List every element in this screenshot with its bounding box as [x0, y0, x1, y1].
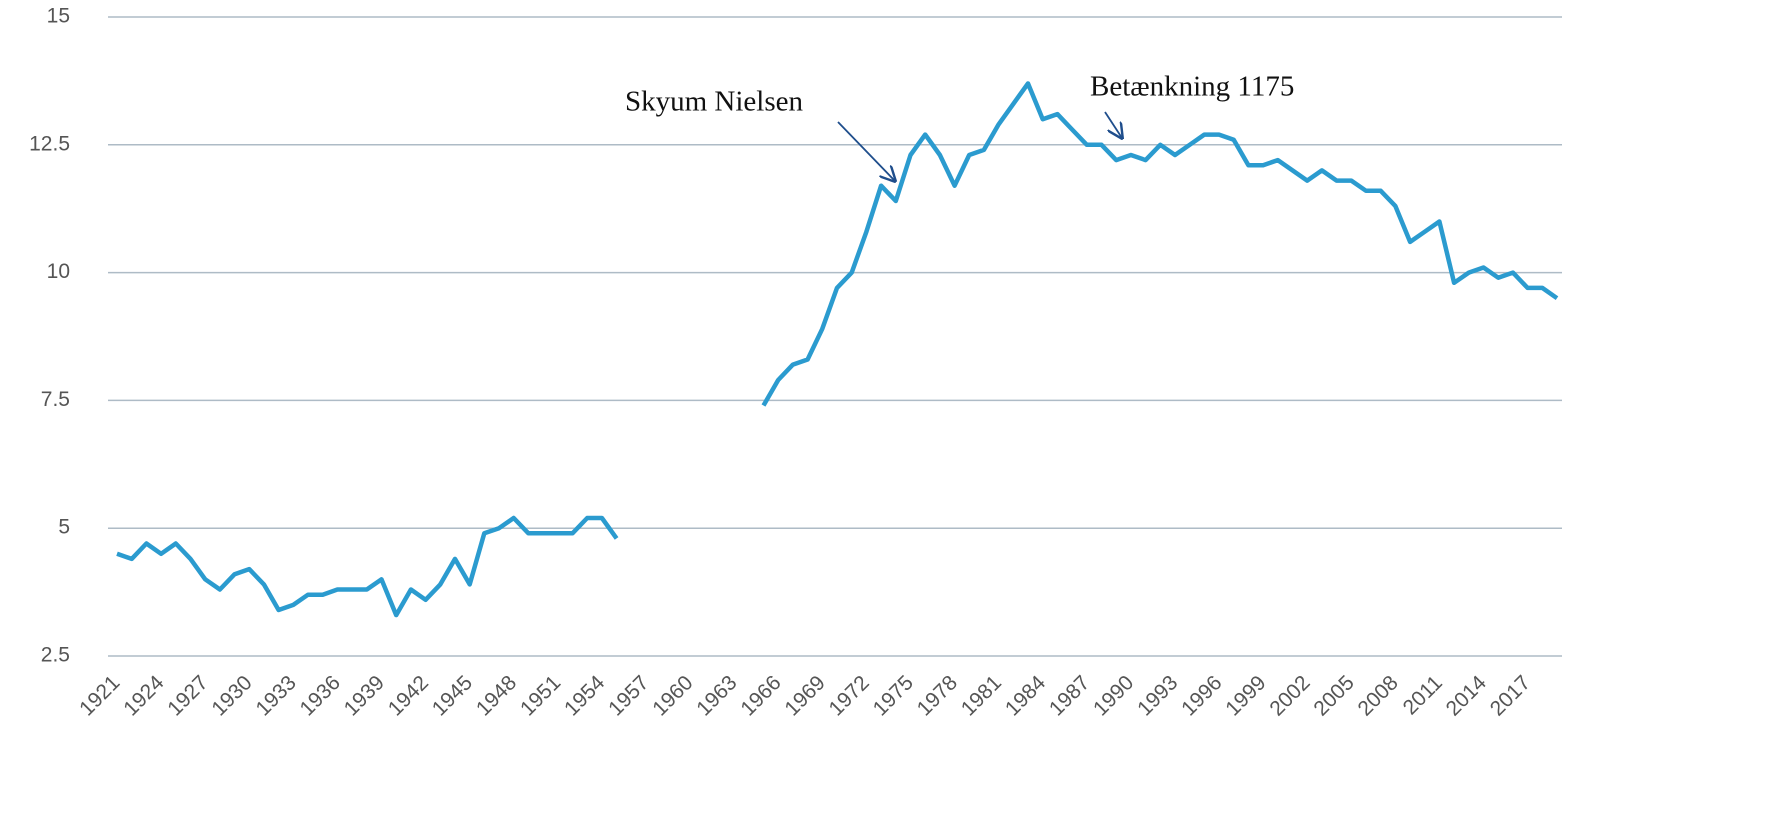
annotation: Skyum Nielsen	[625, 86, 804, 118]
x-tick-label: 1948	[472, 671, 521, 720]
x-tick-label: 1954	[560, 671, 610, 721]
x-tick-label: 1951	[516, 671, 565, 720]
x-tick-label: 2011	[1399, 671, 1447, 719]
x-tick-label: 1987	[1045, 671, 1094, 720]
data-line	[116, 81, 1559, 618]
x-tick-label: 1933	[251, 671, 300, 720]
x-tick-label: 1936	[296, 671, 345, 720]
annotation-arrow	[837, 121, 895, 181]
y-tick-label: 10	[47, 260, 70, 283]
x-tick-label: 1972	[825, 671, 874, 720]
x-tick-label: 1996	[1177, 671, 1226, 720]
x-tick-label: 1999	[1221, 671, 1270, 720]
x-tick-label: 1930	[207, 671, 256, 720]
x-tick-label: 1990	[1089, 671, 1138, 720]
x-tick-label: 2005	[1309, 671, 1358, 720]
x-tick-label: 1969	[780, 671, 829, 720]
y-tick-label: 12.5	[29, 132, 70, 155]
x-tick-label: 1921	[75, 671, 124, 720]
annotation: Betænkning 1175	[1090, 71, 1294, 103]
x-tick-label: 2017	[1486, 671, 1535, 720]
x-tick-label: 2008	[1354, 671, 1403, 720]
x-tick-label: 1960	[648, 671, 697, 720]
x-tick-label: 1939	[340, 671, 389, 720]
x-tick-label: 1993	[1133, 671, 1182, 720]
x-tick-label: 1963	[692, 671, 741, 720]
x-tick-label: 1942	[384, 671, 433, 720]
x-tick-label: 1957	[604, 671, 653, 720]
x-tick-label: 1984	[1001, 671, 1051, 721]
x-tick-label: 1978	[913, 671, 962, 720]
y-tick-label: 5	[58, 516, 70, 539]
x-tick-label: 1945	[428, 671, 477, 720]
annotation-arrow	[1104, 111, 1122, 138]
x-tick-label: 1927	[163, 671, 212, 720]
x-tick-label: 1924	[119, 671, 169, 721]
x-tick-label: 1975	[869, 671, 918, 720]
x-tick-label: 2002	[1265, 671, 1314, 720]
x-tick-label: 1981	[957, 671, 1006, 720]
y-tick-label: 15	[47, 5, 70, 28]
y-tick-label: 7.5	[41, 388, 70, 411]
x-tick-label: 1966	[736, 671, 785, 720]
x-tick-label: 2014	[1442, 671, 1492, 721]
y-tick-label: 2.5	[41, 644, 70, 667]
